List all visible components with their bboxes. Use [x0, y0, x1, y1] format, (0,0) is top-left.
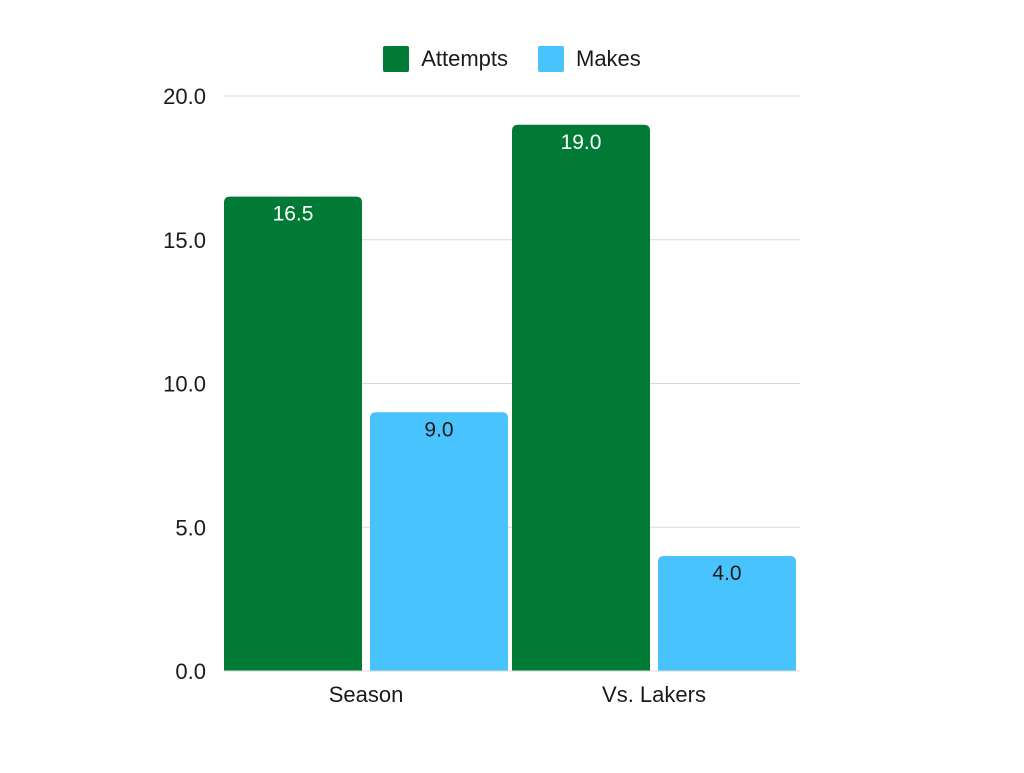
y-tick-label: 10.0	[163, 372, 206, 397]
legend-swatch-attempts	[383, 46, 410, 72]
y-tick-label: 5.0	[175, 515, 206, 540]
bar-attempts-1	[512, 124, 650, 671]
y-tick-label: 15.0	[163, 228, 206, 253]
y-tick-label: 0.0	[175, 659, 206, 684]
x-tick-label: Season	[329, 682, 404, 707]
y-tick-label: 20.0	[163, 84, 206, 109]
bar-makes-1	[658, 556, 796, 671]
legend-label-attempts: Attempts	[421, 46, 508, 71]
x-tick-label: Vs. Lakers	[602, 682, 706, 707]
legend-item-makes: Makes	[538, 46, 641, 72]
data-label: 19.0	[561, 131, 602, 154]
bar-makes-0	[370, 412, 508, 671]
legend-item-attempts: Attempts	[383, 46, 508, 72]
chart-legend: Attempts Makes	[0, 46, 1024, 72]
data-label: 9.0	[424, 418, 453, 441]
data-label: 4.0	[712, 562, 741, 585]
data-label: 16.5	[273, 203, 314, 226]
legend-swatch-makes	[538, 46, 564, 72]
legend-label-makes: Makes	[576, 46, 641, 71]
bar-attempts-0	[224, 196, 362, 671]
